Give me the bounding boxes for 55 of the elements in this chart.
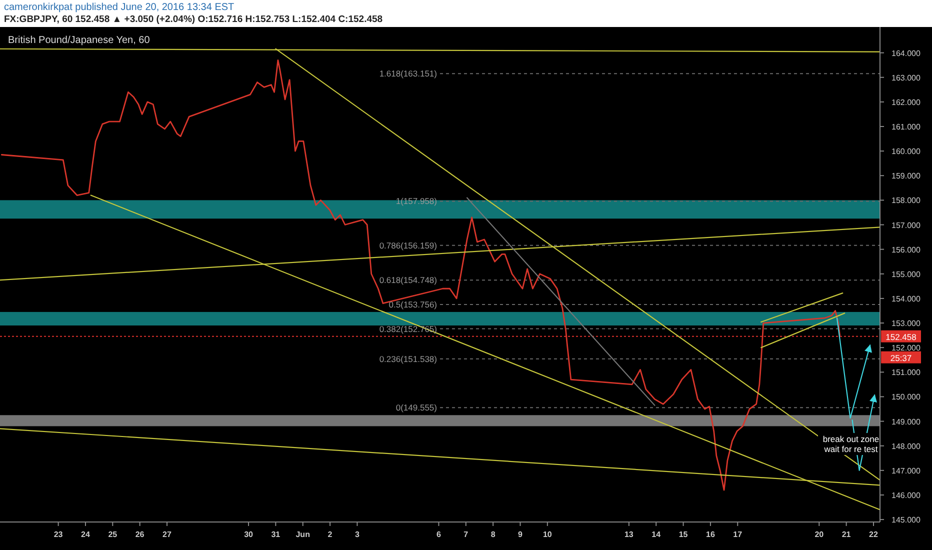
y-tick-label: 153.000 (892, 319, 922, 328)
x-tick-label: 8 (490, 530, 496, 539)
y-tick-label: 161.000 (892, 122, 922, 132)
x-tick-label: 9 (518, 530, 524, 539)
x-tick-label: 23 (54, 530, 64, 539)
y-tick-label: 146.000 (892, 490, 922, 500)
x-tick-label: 13 (624, 530, 634, 539)
x-tick-label: 2 (328, 530, 333, 539)
x-tick-label: 15 (678, 530, 688, 539)
y-tick-label: 164.000 (892, 48, 922, 58)
ref-line-label: 1.618(163.151) (379, 68, 438, 79)
y-tick-label: 145.000 (892, 516, 922, 525)
annotation: break out zone wait for re test (822, 434, 880, 454)
x-tick-label: 30 (244, 530, 254, 539)
ref-line-label: 0.5(153.756) (388, 299, 438, 310)
text: British Pound/Japanese Yen, 60 (8, 35, 150, 46)
x-tick-label: 16 (706, 530, 716, 539)
y-tick-label: 149.000 (892, 417, 922, 426)
x-tick-label: 7 (464, 530, 469, 539)
x-tick-label: Jun (296, 530, 310, 539)
y-tick-label: 163.000 (892, 73, 922, 82)
text: cameronkirkpat published June 20, 2016 13:34 EST (4, 2, 234, 13)
y-tick-label: 151.000 (892, 368, 922, 378)
chart-subtitle: FX:GBPJPY, 60 152.458 ▲ +3.050 (+2.04%) O:152.716 H:152.753 L:152.404 C:152.458 (4, 14, 383, 25)
x-tick-label: 22 (869, 530, 878, 539)
y-tick-label: 150.000 (892, 392, 922, 402)
ref-line-label: 0.618(154.748) (379, 275, 438, 286)
x-tick-label: 25 (108, 530, 118, 539)
x-tick-label: 17 (733, 530, 743, 539)
x-tick-label: 3 (354, 530, 360, 539)
text: 25:37 (890, 352, 912, 363)
x-tick-label: 20 (814, 530, 824, 539)
ref-line-label: 0.786(156.159) (379, 240, 438, 250)
y-tick-label: 154.000 (892, 294, 922, 304)
y-tick-label: 159.000 (892, 172, 922, 181)
x-tick-label: 31 (271, 530, 281, 539)
x-tick-label: 24 (81, 530, 90, 539)
x-tick-label: 21 (842, 530, 852, 539)
ref-line-label: 0.236(151.538) (379, 354, 438, 364)
x-tick-label: 10 (542, 530, 552, 539)
y-tick-label: 148.000 (892, 442, 922, 451)
x-tick-label: 27 (162, 530, 172, 539)
y-tick-label: 155.000 (892, 270, 922, 279)
x-tick-label: 6 (436, 530, 442, 539)
x-tick-label: 26 (135, 530, 145, 539)
y-tick-label: 157.000 (892, 220, 922, 230)
x-tick-label: 14 (652, 530, 662, 539)
y-tick-label: 152.000 (892, 344, 922, 353)
ref-line-label: 152.458 (886, 332, 917, 342)
y-tick-label: 160.000 (892, 147, 922, 156)
ref-line-label: 0(149.555) (396, 402, 438, 413)
y-tick-label: 156.000 (892, 245, 922, 254)
y-tick-label: 158.000 (892, 196, 922, 206)
y-tick-label: 147.000 (892, 466, 922, 476)
y-tick-label: 162.000 (892, 98, 922, 107)
